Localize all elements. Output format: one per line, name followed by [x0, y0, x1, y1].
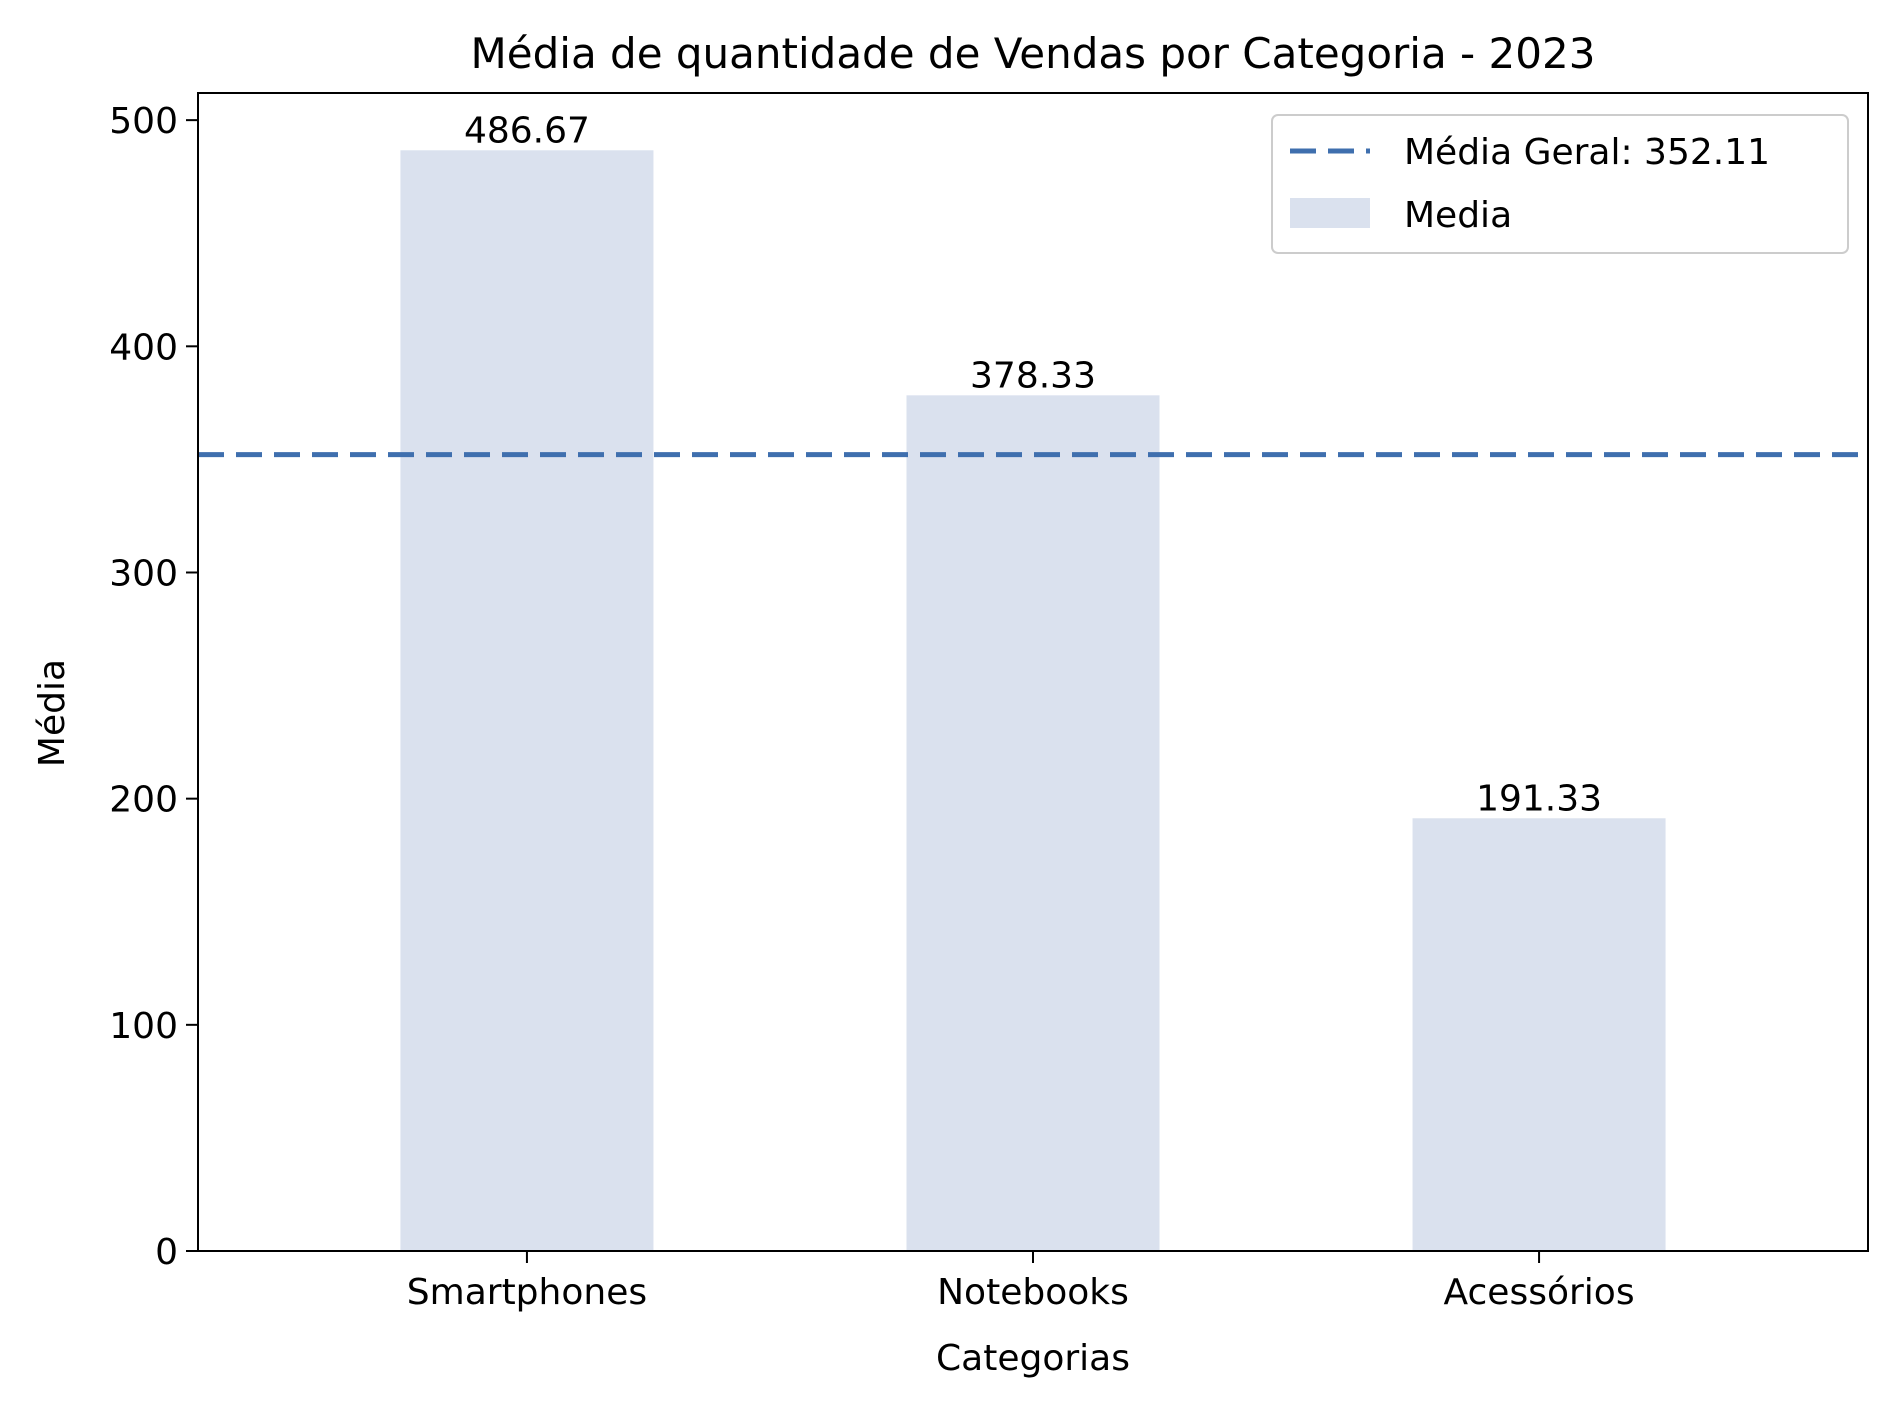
y-tick-label-0: 0: [155, 1232, 178, 1273]
data-label-0: 486.67: [464, 110, 590, 151]
bar-1: [906, 395, 1160, 1251]
bar-2: [1412, 818, 1666, 1251]
chart-title: Média de quantidade de Vendas por Catego…: [471, 29, 1596, 78]
x-tick-label-1: Notebooks: [937, 1272, 1129, 1313]
y-axis-label: Média: [32, 659, 73, 767]
y-tick-label-2: 200: [109, 780, 178, 821]
x-axis: Smartphones Notebooks Acessórios: [407, 1251, 1635, 1313]
legend-label-reference-line: Média Geral: 352.11: [1404, 132, 1770, 173]
legend-label-bar: Media: [1404, 195, 1512, 236]
legend-swatch-bar: [1290, 198, 1370, 228]
y-tick-label-5: 500: [109, 101, 178, 142]
x-tick-label-0: Smartphones: [407, 1272, 647, 1313]
legend: Média Geral: 352.11 Media: [1271, 114, 1849, 254]
legend-frame: [1271, 114, 1849, 254]
bar-0: [400, 150, 654, 1252]
y-axis: 0 100 200 300 400 500: [109, 101, 198, 1273]
y-tick-label-3: 300: [109, 553, 178, 594]
y-tick-label-1: 100: [109, 1006, 178, 1047]
data-labels-group: 486.67 378.33 191.33: [464, 110, 1602, 819]
x-tick-label-2: Acessórios: [1444, 1272, 1635, 1313]
data-label-1: 378.33: [970, 355, 1096, 396]
y-tick-label-4: 400: [109, 327, 178, 368]
x-axis-label: Categorias: [936, 1338, 1130, 1379]
bars-group: [400, 150, 1666, 1252]
data-label-2: 191.33: [1476, 778, 1602, 819]
